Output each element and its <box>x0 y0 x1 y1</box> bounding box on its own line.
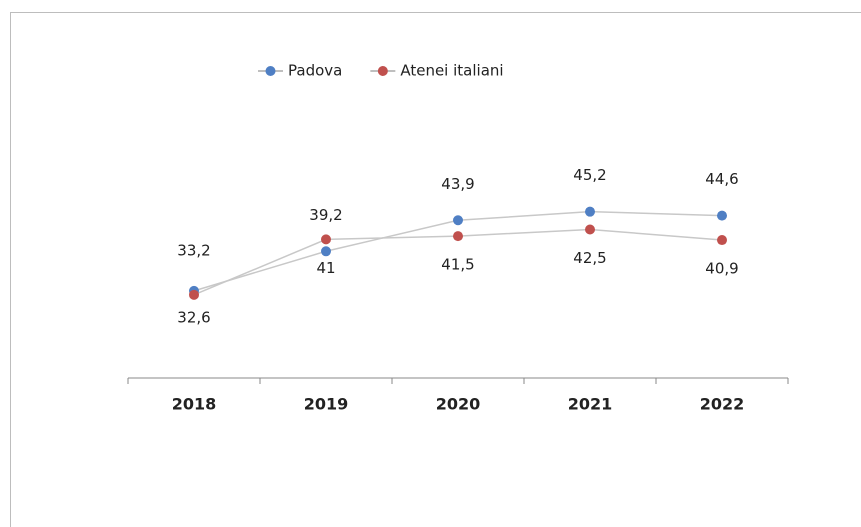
chart-frame <box>10 12 861 527</box>
point <box>321 234 331 245</box>
data-label: 42,5 <box>573 249 606 267</box>
point <box>717 210 727 221</box>
point <box>321 246 331 257</box>
x-tick-label: 2018 <box>172 395 217 414</box>
point <box>585 206 595 217</box>
point <box>585 224 595 235</box>
data-label: 32,6 <box>177 308 210 326</box>
point <box>453 231 463 242</box>
legend-label: Padova <box>288 62 342 80</box>
data-label: 45,2 <box>573 166 606 184</box>
x-tick-label: 2019 <box>304 395 349 414</box>
legend-marker <box>265 66 276 76</box>
data-label: 40,9 <box>705 260 738 278</box>
data-label: 33,2 <box>177 241 210 259</box>
legend-marker <box>377 66 388 76</box>
x-tick-label: 2022 <box>700 395 745 414</box>
data-label: 44,6 <box>705 170 738 188</box>
point <box>189 289 199 300</box>
data-label: 41,5 <box>441 256 474 274</box>
point <box>717 235 727 246</box>
data-label: 41 <box>316 259 335 277</box>
x-tick-label: 2021 <box>568 395 613 414</box>
data-label: 39,2 <box>309 206 342 224</box>
data-label: 43,9 <box>441 175 474 193</box>
point <box>453 215 463 226</box>
legend-label: Atenei italiani <box>400 62 503 80</box>
x-tick-label: 2020 <box>436 395 481 414</box>
